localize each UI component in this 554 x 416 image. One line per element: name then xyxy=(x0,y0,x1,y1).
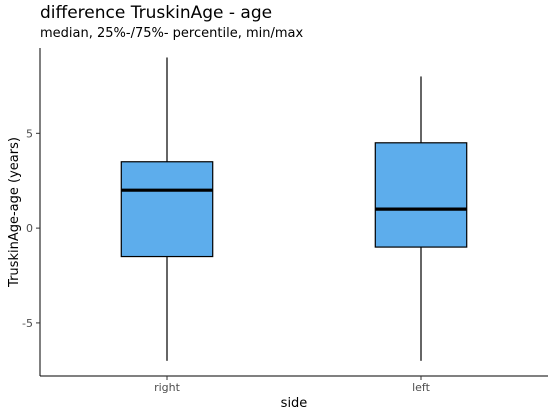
y-tick-label: -5 xyxy=(22,317,33,330)
y-axis-title: TruskinAge-age (years) xyxy=(7,137,22,288)
chart-title: difference TruskinAge - age xyxy=(40,3,273,23)
y-tick-label: 0 xyxy=(26,222,33,235)
x-tick-label-right: right xyxy=(154,381,181,394)
chart-subtitle: median, 25%-/75%- percentile, min/max xyxy=(40,26,304,41)
y-tick-label: 5 xyxy=(26,127,33,140)
box-left xyxy=(374,142,468,248)
x-axis-title: side xyxy=(281,396,308,411)
x-tick-label-left: left xyxy=(412,381,431,394)
box-right xyxy=(120,161,214,258)
